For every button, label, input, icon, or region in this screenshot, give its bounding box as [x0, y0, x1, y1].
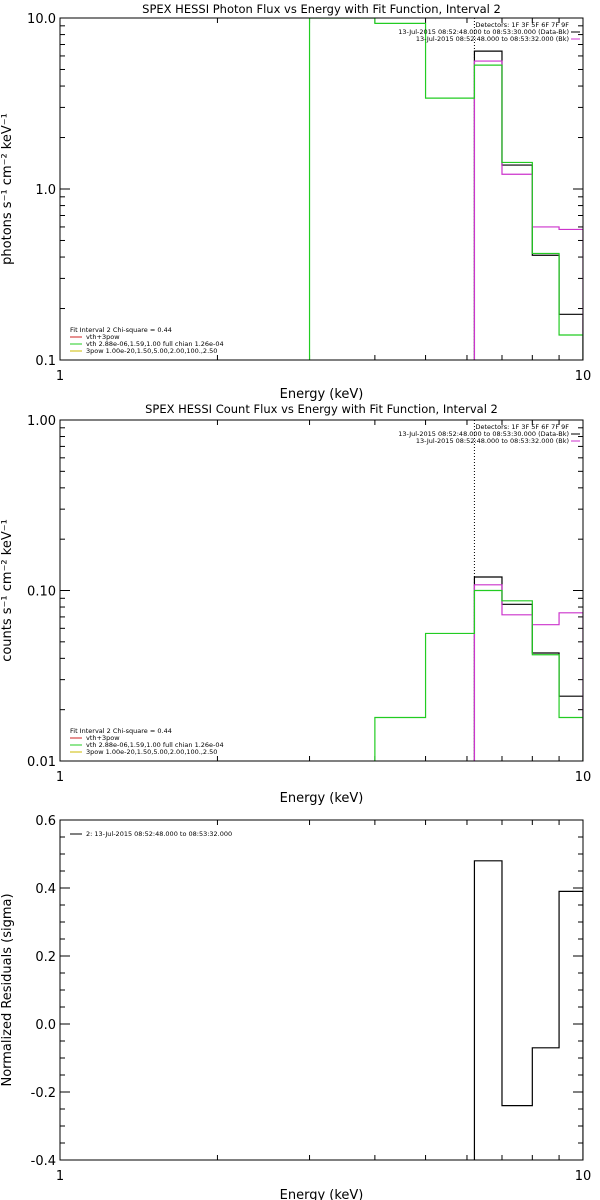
- y-axis-ticks: [60, 419, 583, 762]
- legend-entry: 13-Jul-2015 08:52:48.000 to 08:53:30.000…: [398, 430, 569, 438]
- x-axis-label: Energy (keV): [280, 387, 364, 402]
- x-tick-label: 10: [575, 1169, 592, 1184]
- x-tick-label: 10: [575, 770, 592, 785]
- y-tick-label: 0.6: [35, 814, 56, 829]
- y-tick-label: -0.2: [31, 1086, 56, 1101]
- x-axis-label: Energy (keV): [280, 791, 364, 806]
- x-axis-ticks: [59, 420, 584, 761]
- series-group: [374, 576, 583, 761]
- legend-entry: vth 2.88e-06,1.59,1.00 full chian 1.26e-…: [86, 741, 224, 749]
- y-tick-label: 0.4: [35, 882, 56, 897]
- y-tick-label: 0.01: [27, 755, 56, 770]
- legend-entry: Fit Interval 2 Chi-square = 0.44: [70, 326, 172, 334]
- series-line-3: [308, 18, 583, 360]
- chart-title: SPEX HESSI Photon Flux vs Energy with Fi…: [142, 2, 501, 16]
- y-tick-label: -0.4: [31, 1154, 56, 1169]
- y-axis-ticks: [60, 17, 583, 361]
- x-axis-label: Energy (keV): [280, 1188, 364, 1200]
- x-tick-label: 1: [56, 369, 64, 384]
- y-tick-label: 1.0: [35, 183, 56, 198]
- chart-panel-2: SPEX HESSI Count Flux vs Energy with Fit…: [0, 402, 591, 806]
- legend-top: Detectors: 1F 3F 5F 6F 7F 9F13-Jul-2015 …: [398, 423, 580, 445]
- y-tick-label: 0.2: [35, 950, 56, 965]
- y-tick-label: 0.1: [35, 354, 56, 369]
- legend-bottom: Fit Interval 2 Chi-square = 0.44vth+3pow…: [70, 326, 224, 355]
- legend-top: Detectors: 1F 3F 5F 6F 7F 9F13-Jul-2015 …: [398, 21, 580, 43]
- legend-entry: 13-Jul-2015 08:52:48.000 to 08:53:32.000…: [416, 437, 569, 445]
- legend-bottom: Fit Interval 2 Chi-square = 0.44vth+3pow…: [70, 727, 224, 756]
- series-line-1: [473, 50, 583, 360]
- y-tick-label: 1.00: [27, 414, 56, 429]
- plot-frame: [59, 819, 584, 1161]
- x-axis-ticks: [59, 820, 584, 1160]
- plot-frame: [59, 17, 584, 361]
- legend-entry: Detectors: 1F 3F 5F 6F 7F 9F: [475, 423, 569, 431]
- y-axis-label: counts s⁻¹ cm⁻² keV⁻¹: [0, 519, 15, 662]
- series-line-3: [374, 589, 583, 761]
- chart-panel-1: SPEX HESSI Photon Flux vs Energy with Fi…: [0, 2, 591, 402]
- y-tick-label: 10.0: [27, 12, 56, 27]
- legend-entry: 3pow 1.00e-20,1.50,5.00,2.00,100.,2.50: [86, 347, 217, 355]
- chart-panel-3: 1 10 -0.4 -0.2 0.0 0.2 0.4 0.6 Energy (keV) Norma…: [0, 814, 591, 1200]
- legend-entry: 13-Jul-2015 08:52:48.000 to 08:53:30.000…: [398, 28, 569, 36]
- legend-entry: vth+3pow: [86, 333, 120, 341]
- legend-entry: 2: 13-Jul-2015 08:52:48.000 to 08:53:32.…: [86, 830, 232, 838]
- series-line-1: [473, 860, 583, 1160]
- chart-title: SPEX HESSI Count Flux vs Energy with Fit…: [145, 402, 498, 416]
- legend-entry: Detectors: 1F 3F 5F 6F 7F 9F: [475, 21, 569, 29]
- series-group: [473, 860, 583, 1160]
- series-line-2: [473, 584, 583, 761]
- series-group: [308, 18, 583, 360]
- x-tick-label: 1: [56, 1169, 64, 1184]
- x-axis-ticks: [59, 18, 584, 360]
- legend-entry: vth+3pow: [86, 734, 120, 742]
- y-axis-label: photons s⁻¹ cm⁻² keV⁻¹: [0, 113, 15, 265]
- y-tick-label: 0.10: [27, 585, 56, 600]
- y-axis-label: Normalized Residuals (sigma): [0, 893, 15, 1086]
- x-tick-label: 1: [56, 770, 64, 785]
- legend-entry: Fit Interval 2 Chi-square = 0.44: [70, 727, 172, 735]
- legend-top: 2: 13-Jul-2015 08:52:48.000 to 08:53:32.…: [70, 830, 232, 838]
- plot-frame: [59, 419, 584, 762]
- y-tick-label: 0.0: [35, 1018, 56, 1033]
- x-tick-label: 10: [575, 369, 592, 384]
- y-axis-ticks: [60, 819, 583, 1161]
- legend-entry: vth 2.88e-06,1.59,1.00 full chian 1.26e-…: [86, 340, 224, 348]
- series-line-2: [473, 60, 583, 360]
- series-line-1: [473, 576, 583, 761]
- legend-entry: 3pow 1.00e-20,1.50,5.00,2.00,100.,2.50: [86, 748, 217, 756]
- legend-entry: 13-Jul-2015 08:52:48.000 to 08:53:32.000…: [416, 35, 569, 43]
